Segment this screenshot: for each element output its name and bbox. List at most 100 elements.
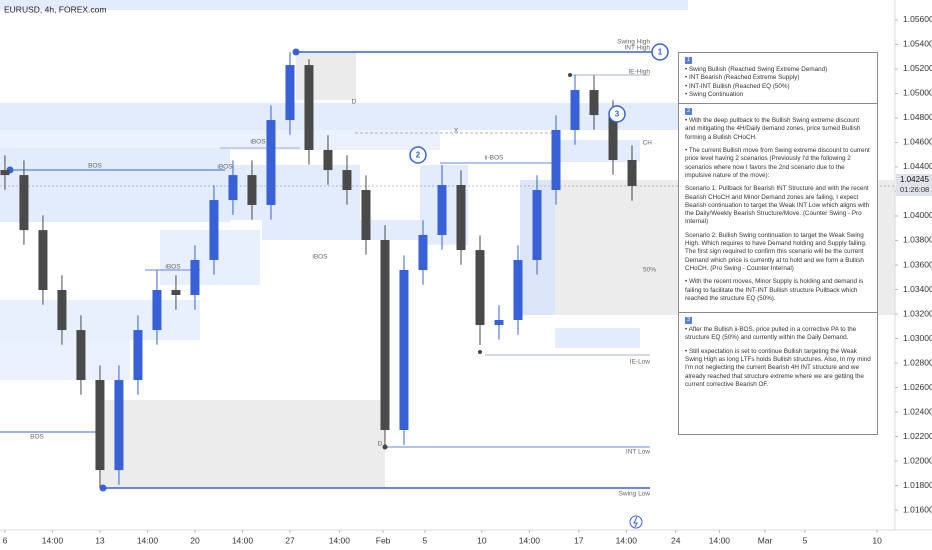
candle-body <box>304 65 314 150</box>
candle-body <box>380 240 390 431</box>
pivot-dot <box>292 48 300 56</box>
x-tick-label: 10 <box>477 535 487 545</box>
y-tick-label: 1.04800 <box>903 112 932 122</box>
y-tick-label: 1.04400 <box>903 161 932 171</box>
candle-body <box>0 170 10 176</box>
panel-paragraph: • Swing Bullish (Reached Swing Extreme D… <box>685 66 828 73</box>
alert-bolt <box>633 516 638 528</box>
y-tick-label: 1.03600 <box>903 259 932 269</box>
annotation: IE-Low <box>630 359 651 366</box>
panel-paragraph: Scenario 1: Pullback for Bearish INT Str… <box>685 185 870 226</box>
candle-body <box>285 65 295 121</box>
analysis-panel: 1 • Swing Bullish (Reached Swing Extreme … <box>678 52 878 435</box>
panel-paragraph: • With the deep pullback to the Bullish … <box>685 117 861 141</box>
zone <box>0 0 688 10</box>
zone <box>0 340 130 380</box>
candle-body <box>228 175 238 201</box>
x-tick-label: 6 <box>3 535 8 545</box>
x-tick-label: 14:00 <box>616 535 638 545</box>
x-tick-label: 24 <box>671 535 681 545</box>
candle-body <box>38 230 48 290</box>
panel-paragraph: Scenario 2: Bullish Swing continuation t… <box>685 231 867 272</box>
candle-body <box>323 149 333 171</box>
candle-body <box>266 120 276 205</box>
alert-icon <box>629 515 643 529</box>
annotation: ii-BOS <box>485 155 504 162</box>
panel-paragraph: • INT Bearish (Reached Extreme Supply) <box>685 74 800 82</box>
panel-paragraph: • Swing Continuation <box>685 90 744 98</box>
candle-body <box>19 175 29 231</box>
y-tick-label: 1.02000 <box>903 455 932 465</box>
y-tick-label: 1.03800 <box>903 235 932 245</box>
y-tick-label: 1.01600 <box>903 504 932 514</box>
candle-body <box>551 129 561 191</box>
candle-body <box>570 90 580 130</box>
marker-ring <box>608 105 626 123</box>
pivot-dot <box>478 350 482 354</box>
marker-label: 1 <box>658 48 663 57</box>
candle-body <box>418 234 428 271</box>
annotation: Swing Low <box>619 491 651 498</box>
x-tick-label: 5 <box>803 535 808 545</box>
marker-label: 3 <box>615 110 620 119</box>
panel-section: 1 • Swing Bullish (Reached Swing Extreme … <box>679 53 877 105</box>
x-tick-label: 20 <box>190 535 200 545</box>
y-tick-label: 1.04600 <box>903 137 932 147</box>
candle-body <box>171 289 181 296</box>
countdown: 01:26:08 <box>900 185 929 194</box>
y-tick-label: 1.05600 <box>903 14 932 24</box>
annotation: BOS <box>88 163 102 170</box>
annotation: IE-High <box>628 69 650 76</box>
annotation: iBOS <box>217 164 233 171</box>
x-tick-label: 13 <box>95 535 105 545</box>
y-tick-label: 1.04000 <box>903 210 932 220</box>
x-tick-label: 17 <box>574 535 584 545</box>
y-tick-label: 1.05200 <box>903 63 932 73</box>
zone <box>0 103 688 130</box>
candle-body <box>342 170 352 191</box>
x-tick-label: 27 <box>285 535 295 545</box>
y-tick-label: 1.02800 <box>903 357 932 367</box>
zone <box>100 400 385 488</box>
candle-body <box>76 330 86 381</box>
y-tick-label: 1.03000 <box>903 333 932 343</box>
candle-body <box>513 259 523 321</box>
candle-body <box>399 270 409 431</box>
candles <box>0 51 637 489</box>
last-price: 1.04245 <box>900 175 929 184</box>
x-tick-label: 14:00 <box>42 535 64 545</box>
annotation: CH <box>643 140 653 147</box>
x-tick-label: 14:00 <box>232 535 254 545</box>
candle-body <box>190 259 200 296</box>
candle-body <box>114 380 124 471</box>
candle-body <box>437 184 447 235</box>
panel-paragraph: • With the recent moves, Minor Supply is… <box>685 278 864 302</box>
pivot-dot <box>99 484 107 492</box>
zone <box>0 300 200 340</box>
annotation: D <box>352 99 357 106</box>
candle-body <box>152 289 162 331</box>
x-axis: 6 14:00 13 14:00 20 14:00 27 14:00 Feb 5 10 14:00 17… <box>3 530 882 545</box>
y-tick-label: 1.02600 <box>903 382 932 392</box>
annotation: INT Low <box>626 449 650 456</box>
candle-body <box>589 90 599 116</box>
annotation: 50% <box>643 267 656 274</box>
y-tick-label: 1.02200 <box>903 431 932 441</box>
y-axis-bg <box>895 0 932 550</box>
pivot-dot <box>568 73 572 77</box>
x-tick-label: Mar <box>758 535 773 545</box>
price-label-bg <box>896 173 932 196</box>
x-tick-label: 14:00 <box>709 535 731 545</box>
x-tick-label: Feb <box>376 535 391 545</box>
section-number: 2 <box>685 108 692 116</box>
annotation: BOS <box>30 434 44 441</box>
zone <box>555 328 640 348</box>
section-number: 1 <box>685 57 692 64</box>
y-tick-label: 1.03200 <box>903 308 932 318</box>
annotation: INT High <box>624 45 650 52</box>
candle-body <box>456 184 466 251</box>
x-tick-label: 14:00 <box>329 535 351 545</box>
